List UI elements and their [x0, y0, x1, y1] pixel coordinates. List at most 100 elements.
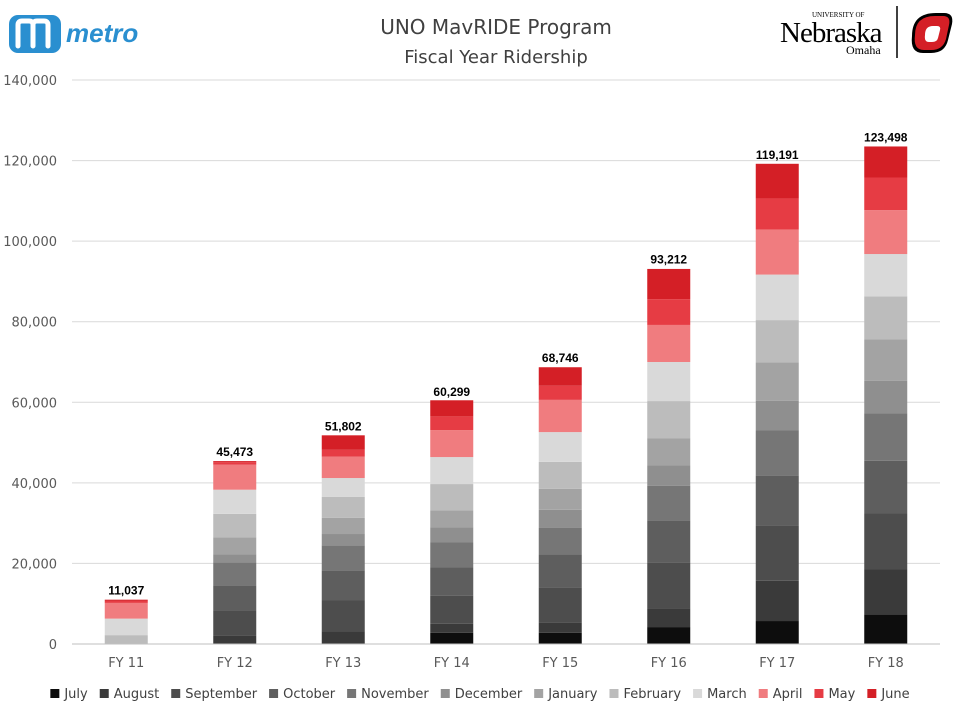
bar-segment-may: [647, 299, 691, 325]
legend-item-august: August: [99, 687, 159, 702]
bar-segment-march: [321, 478, 365, 497]
uno-logo: UNIVERSITY OF Nebraska Omaha: [780, 6, 953, 58]
x-tick-label: FY 18: [868, 656, 904, 671]
y-axis-ticks: 0 20,000 40,000 60,000 80,000 100,000 120,000 1…: [3, 74, 57, 653]
bar-segment-may: [864, 177, 908, 211]
bar-segment-november: [647, 485, 691, 521]
bar-segment-august: [321, 631, 365, 644]
legend-item-july: July: [50, 687, 88, 702]
bar-segment-december: [213, 554, 257, 563]
bar-segment-december: [864, 380, 908, 414]
total-label: 68,746: [542, 351, 579, 365]
legend-item-december: December: [440, 687, 523, 702]
y-tick-label: 100,000: [3, 235, 57, 250]
legend-label: December: [455, 687, 523, 702]
bar-segment-january: [213, 537, 257, 555]
metro-m-glyph: [15, 18, 51, 49]
legend-item-february: February: [609, 687, 681, 702]
y-tick-label: 60,000: [12, 396, 58, 411]
bar-segment-january: [755, 362, 799, 401]
bar-segment-february: [321, 496, 365, 518]
bar-segment-may: [538, 385, 582, 400]
legend-item-april: April: [758, 687, 802, 702]
legend-swatch: [758, 689, 768, 698]
bar-segment-november: [430, 542, 474, 568]
legend-label: March: [707, 687, 747, 702]
gridlines: [72, 79, 940, 564]
bar-segment-october: [213, 585, 257, 611]
bar-segment-june: [755, 163, 799, 199]
legend-swatch: [347, 689, 357, 698]
uno-logo-sub: Omaha: [846, 43, 881, 57]
legend-label: February: [623, 687, 681, 702]
bar-segment-july: [538, 632, 582, 644]
bars: [104, 146, 908, 644]
x-tick-label: FY 16: [651, 656, 687, 671]
bar-segment-january: [321, 517, 365, 535]
uno-logo-small: UNIVERSITY OF: [812, 11, 865, 19]
bar-segment-june: [213, 461, 257, 463]
legend-swatch: [171, 689, 181, 698]
bar-segment-january: [647, 438, 691, 466]
x-tick-label: FY 12: [217, 656, 253, 671]
legend-item-september: September: [171, 687, 258, 702]
bar-segment-september: [755, 525, 799, 581]
bar-segment-april: [430, 430, 474, 458]
bar-segment-october: [321, 570, 365, 601]
chart-subtitle: Fiscal Year Ridership: [404, 47, 588, 68]
legend-item-january: January: [534, 687, 598, 702]
y-tick-label: 20,000: [12, 557, 58, 572]
bar-segment-may: [321, 449, 365, 457]
total-label: 119,191: [756, 148, 799, 162]
legend-item-november: November: [347, 687, 429, 702]
bar-segment-september: [864, 513, 908, 570]
total-label: 51,802: [325, 419, 362, 433]
bar-segment-april: [104, 602, 148, 619]
bar-segment-april: [864, 210, 908, 255]
bar-segment-november: [755, 430, 799, 476]
bar-segment-september: [647, 562, 691, 609]
x-tick-label: FY 17: [759, 656, 795, 671]
legend-item-march: March: [693, 687, 747, 702]
bar-segment-january: [864, 339, 908, 381]
legend-swatch: [867, 689, 877, 698]
bar-segment-march: [864, 254, 908, 297]
bar-segment-february: [213, 513, 257, 538]
y-tick-label: 140,000: [3, 74, 57, 89]
bar-segment-march: [104, 618, 148, 636]
bar-segment-august: [213, 635, 257, 644]
chart-title: UNO MavRIDE Program: [380, 15, 612, 39]
total-label: 93,212: [650, 252, 687, 266]
total-label: 60,299: [433, 385, 470, 399]
bar-segment-march: [430, 457, 474, 485]
y-tick-label: 120,000: [3, 155, 57, 170]
bar-segment-may: [430, 416, 474, 431]
bar-segment-july: [647, 627, 691, 644]
bar-segment-march: [647, 362, 691, 402]
legend-swatch: [50, 689, 60, 698]
bar-segment-october: [755, 475, 799, 526]
bar-segment-september: [430, 595, 474, 624]
legend-label: November: [361, 687, 429, 702]
y-tick-label: 40,000: [12, 477, 58, 492]
y-tick-label: 80,000: [12, 316, 58, 331]
bar-segment-november: [213, 562, 257, 586]
bar-segment-april: [321, 456, 365, 479]
bar-segment-june: [864, 146, 908, 178]
bar-segment-october: [647, 520, 691, 563]
bar-segment-august: [755, 580, 799, 622]
legend-item-october: October: [269, 687, 336, 702]
x-axis-ticks: FY 11 FY 12 FY 13 FY 14 FY 15 FY 16 FY 17 FY 18: [108, 656, 904, 671]
bar-segment-february: [430, 484, 474, 511]
bar-segment-april: [213, 464, 257, 490]
total-label: 11,037: [108, 584, 144, 598]
bar-segment-april: [538, 399, 582, 433]
legend-swatch: [693, 689, 703, 698]
bar-segment-august: [864, 569, 908, 615]
bar-segment-may: [104, 600, 148, 603]
bar-segment-march: [213, 489, 257, 514]
legend-item-may: May: [814, 687, 856, 702]
bar-segment-july: [430, 632, 474, 644]
x-tick-label: FY 15: [542, 656, 578, 671]
